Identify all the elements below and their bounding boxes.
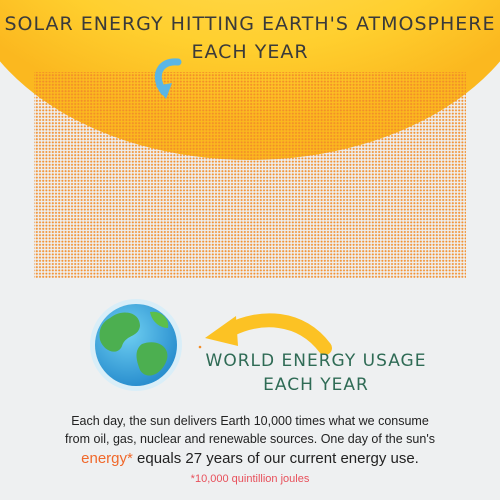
footnote: *10,000 quintillion joules <box>191 473 310 485</box>
title-line: EACH YEAR <box>191 41 308 63</box>
blue-arrow-head <box>156 83 172 99</box>
highlight: energy* <box>81 450 133 467</box>
yellow-arrow-head <box>205 316 238 346</box>
body-line: energy* equals 27 years of our current e… <box>81 450 419 467</box>
body-line: Each day, the sun delivers Earth 10,000 … <box>71 414 429 428</box>
land <box>136 342 168 376</box>
yellow-arrow <box>223 313 332 355</box>
body-line: from oil, gas, nuclear and renewable sou… <box>65 432 435 446</box>
land <box>150 311 169 328</box>
dot-grid <box>34 72 466 278</box>
usage-label: EACH YEAR <box>263 375 369 395</box>
usage-label: WORLD ENERGY USAGE <box>206 351 427 371</box>
title-line: SOLAR ENERGY HITTING EARTH'S ATMOSPHERE <box>4 13 495 35</box>
earth <box>90 299 182 391</box>
body-rest: equals 27 years of our current energy us… <box>133 450 419 467</box>
usage-dot <box>198 345 202 349</box>
land <box>99 312 140 352</box>
